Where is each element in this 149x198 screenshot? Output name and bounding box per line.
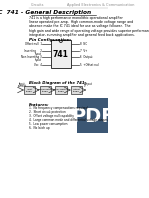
Text: Input: Input bbox=[27, 88, 33, 89]
Text: Inverting     2: Inverting 2 bbox=[24, 49, 42, 53]
Text: 3.  Offset voltage null capability: 3. Offset voltage null capability bbox=[29, 114, 74, 118]
Text: Vcc  4: Vcc 4 bbox=[34, 63, 42, 67]
Text: 2.  Short circuit protection: 2. Short circuit protection bbox=[29, 110, 66, 114]
Text: Stage: Stage bbox=[73, 90, 80, 92]
Text: 741: 741 bbox=[53, 50, 69, 58]
Text: Input: Input bbox=[35, 58, 42, 62]
Bar bbox=[71, 86, 82, 94]
Text: Block Diagram of the 741:: Block Diagram of the 741: bbox=[29, 81, 86, 85]
Text: 4.  Large common mode and differential voltage ranges: 4. Large common mode and differential vo… bbox=[29, 118, 108, 122]
Text: Stage: Stage bbox=[57, 90, 64, 92]
Text: Output: Output bbox=[72, 88, 80, 89]
Text: integrator, summing amplifier and general feed back applications.: integrator, summing amplifier and genera… bbox=[29, 33, 135, 37]
Text: Pin Configuration:: Pin Configuration: bbox=[29, 38, 71, 42]
Text: Non Inverting 3: Non Inverting 3 bbox=[21, 55, 42, 59]
Bar bbox=[77, 98, 108, 133]
Text: 741 is a high performance monolithic operational amplifier: 741 is a high performance monolithic ope… bbox=[29, 16, 123, 20]
Text: absence make the IC 741 ideal for use as voltage follower.  The: absence make the IC 741 ideal for use as… bbox=[29, 24, 131, 28]
Text: high gain and wide range of operating voltage provides superior performance in: high gain and wide range of operating vo… bbox=[29, 29, 149, 33]
Text: compensation: compensation bbox=[37, 88, 54, 89]
Text: Offset null  1: Offset null 1 bbox=[25, 42, 42, 46]
Text: PDF: PDF bbox=[71, 107, 115, 126]
Text: Stage: Stage bbox=[26, 90, 33, 92]
Text: Input: Input bbox=[19, 82, 26, 86]
Text: Input: Input bbox=[35, 52, 42, 56]
Text: IC  741 - General Description: IC 741 - General Description bbox=[0, 10, 91, 14]
Text: 1.  No frequency compensations required: 1. No frequency compensations required bbox=[29, 106, 87, 110]
Bar bbox=[39, 86, 51, 94]
Text: 5.  Low power consumption: 5. Low power consumption bbox=[29, 122, 67, 126]
Text: V: V bbox=[84, 84, 86, 88]
Text: Circuits: Circuits bbox=[31, 3, 45, 7]
Bar bbox=[55, 86, 66, 94]
Text: 7  V+: 7 V+ bbox=[80, 49, 87, 53]
Text: 8  NC: 8 NC bbox=[80, 42, 87, 46]
Text: Stage: Stage bbox=[42, 90, 49, 92]
Bar bbox=[51, 40, 71, 68]
Text: Applied Electronics & Communication: Applied Electronics & Communication bbox=[66, 3, 134, 7]
Text: 5  +Offset null: 5 +Offset null bbox=[80, 63, 99, 67]
Text: Features:: Features: bbox=[29, 103, 49, 107]
Bar bbox=[24, 86, 35, 94]
Text: current: current bbox=[18, 84, 27, 88]
Text: Output: Output bbox=[84, 82, 93, 86]
Text: level shifting: level shifting bbox=[53, 88, 69, 89]
Text: 6  Output: 6 Output bbox=[80, 55, 93, 59]
Text: 6.  No latch up: 6. No latch up bbox=[29, 126, 49, 130]
Text: linear operated pre-amp.  High common-mode voltage range and: linear operated pre-amp. High common-mod… bbox=[29, 20, 133, 24]
